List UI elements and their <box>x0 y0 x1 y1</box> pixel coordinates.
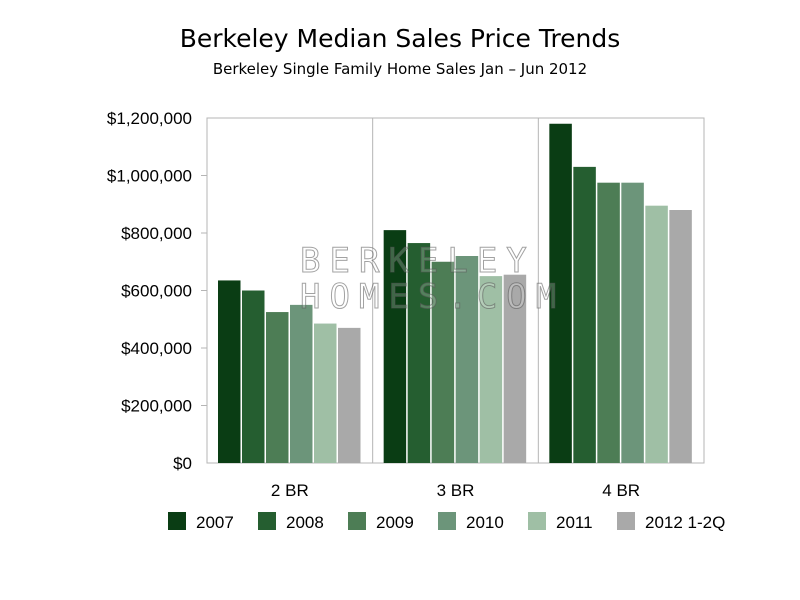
legend-swatch <box>528 512 546 530</box>
legend-label: 2010 <box>466 513 504 532</box>
chart-title: Berkeley Median Sales Price Trends <box>179 24 621 53</box>
bar <box>431 261 455 463</box>
bar <box>338 327 361 463</box>
y-tick-label: $800,000 <box>121 224 192 243</box>
bars-group <box>218 123 692 463</box>
legend-swatch <box>438 512 456 530</box>
legend-swatch <box>348 512 366 530</box>
bar <box>383 230 407 463</box>
chart-subtitle: Berkeley Single Family Home Sales Jan – … <box>212 60 588 78</box>
x-tick-label: 4 BR <box>602 481 640 500</box>
y-tick-label: $200,000 <box>121 397 192 416</box>
bar <box>621 182 644 463</box>
bar <box>597 182 620 463</box>
legend: 2007 2008 2009 2010 2011 2012 1-2Q <box>168 512 725 532</box>
bar <box>407 243 431 463</box>
x-axis: 2 BR 3 BR 4 BR <box>271 481 640 500</box>
y-tick-label: $400,000 <box>121 339 192 358</box>
bar <box>503 274 527 463</box>
legend-swatch <box>168 512 186 530</box>
y-tick-label: $0 <box>173 454 192 473</box>
x-tick-label: 3 BR <box>437 481 475 500</box>
x-tick-label: 2 BR <box>271 481 309 500</box>
bar <box>242 290 265 463</box>
legend-label: 2011 <box>556 513 593 532</box>
legend-label: 2008 <box>286 513 324 532</box>
y-tick-label: $1,200,000 <box>107 109 192 128</box>
y-axis: $0 $200,000 $400,000 $600,000 $800,000 $1,000… <box>107 109 207 473</box>
bar <box>479 276 503 463</box>
bar <box>645 205 668 463</box>
bar <box>455 256 479 463</box>
legend-label: 2009 <box>376 513 414 532</box>
watermark-line: HOMES.COM <box>300 277 565 317</box>
plot-grid <box>206 117 705 464</box>
legend-label: 2012 1-2Q <box>645 513 725 532</box>
y-tick-label: $1,000,000 <box>107 167 192 186</box>
legend-swatch <box>258 512 276 530</box>
plot-area <box>206 117 705 464</box>
y-tick-label: $600,000 <box>121 282 192 301</box>
bar <box>549 123 572 463</box>
bar <box>290 304 313 463</box>
bar <box>573 166 596 463</box>
bar <box>218 280 241 463</box>
legend-label: 2007 <box>196 513 234 532</box>
watermark-line: BERKELEY <box>300 241 536 281</box>
bar <box>266 312 289 463</box>
bar <box>669 210 692 463</box>
legend-swatch <box>617 512 635 530</box>
bar <box>314 323 337 463</box>
